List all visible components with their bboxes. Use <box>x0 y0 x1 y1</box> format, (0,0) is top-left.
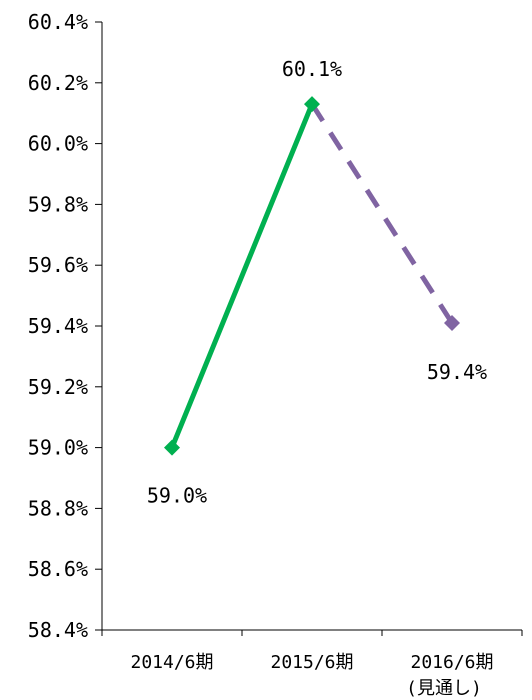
y-tick-label: 59.2% <box>28 375 88 399</box>
y-tick-label: 60.4% <box>28 10 88 34</box>
x-tick-label: 2014/6期 <box>130 652 213 673</box>
y-tick-label: 59.6% <box>28 253 88 277</box>
x-ticks: 2014/6期 2015/6期 2016/6期 (見通し) <box>101 630 523 699</box>
y-tick-label: 60.2% <box>28 71 88 95</box>
axes <box>101 22 522 631</box>
data-point-marker <box>164 439 180 456</box>
y-tick-label: 58.8% <box>28 496 88 520</box>
series-lines <box>169 101 455 451</box>
y-ticks: 58.4% 58.6% 58.8% 59.0% 59.2% 59.4% 59.6% 59.8%… <box>28 10 102 642</box>
series-line <box>169 101 315 451</box>
data-label: 59.4% <box>427 360 487 384</box>
y-tick-label: 59.8% <box>28 192 88 216</box>
x-tick-label: 2016/6期 <box>410 652 493 673</box>
data-label: 59.0% <box>147 484 207 508</box>
data-labels: 59.0% 60.1% 59.4% <box>147 57 487 508</box>
series-markers <box>164 96 460 456</box>
x-tick-label: 2015/6期 <box>270 652 353 673</box>
data-label: 60.1% <box>282 57 342 81</box>
y-tick-label: 58.6% <box>28 557 88 581</box>
data-point-marker <box>304 96 320 113</box>
y-tick-label: 59.4% <box>28 314 88 338</box>
y-tick-label: 60.0% <box>28 132 88 156</box>
y-tick-label: 58.4% <box>28 618 88 642</box>
y-tick-label: 59.0% <box>28 436 88 460</box>
series-line <box>309 102 455 325</box>
x-tick-sublabel: (見通し) <box>406 678 482 699</box>
data-point-marker <box>444 314 460 331</box>
